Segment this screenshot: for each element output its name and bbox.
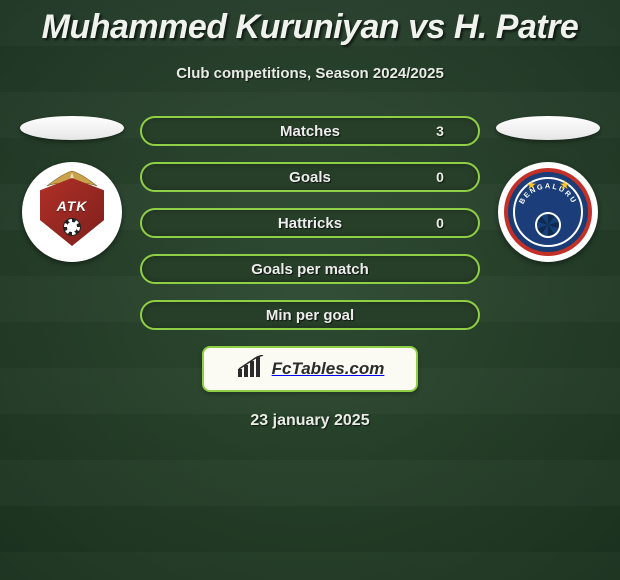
stat-row: Matches 3 [140, 116, 480, 146]
page-title: Muhammed Kuruniyan vs H. Patre [0, 0, 620, 47]
stat-right-value: 0 [416, 215, 464, 231]
brand-chart-icon [236, 355, 266, 384]
stat-label: Hattricks [204, 215, 416, 232]
player-left-column [12, 116, 132, 262]
player-right-photo [496, 116, 600, 140]
club-badge-right: ★★ BENGALURU [498, 162, 598, 262]
club-crest-bengaluru-icon: ★★ BENGALURU [504, 168, 592, 256]
player-left-photo [20, 116, 124, 140]
stat-row: Goals 0 [140, 162, 480, 192]
stat-row: Min per goal [140, 300, 480, 330]
stat-label: Matches [204, 123, 416, 140]
stat-label: Goals per match [204, 261, 416, 278]
brand-link[interactable]: FcTables.com [202, 346, 418, 392]
stat-row: Hattricks 0 [140, 208, 480, 238]
stat-label: Goals [204, 169, 416, 186]
club-crest-atk-icon [40, 178, 104, 246]
stat-right-value: 3 [416, 123, 464, 139]
stats-list: Matches 3 Goals 0 Hattricks 0 Goals per … [140, 116, 480, 330]
svg-text:BENGALURU: BENGALURU [517, 181, 579, 205]
page-subtitle: Club competitions, Season 2024/2025 [0, 65, 620, 82]
brand-text: FcTables.com [272, 359, 385, 379]
player-right-column: ★★ BENGALURU [488, 116, 608, 262]
date-label: 23 january 2025 [0, 412, 620, 430]
stat-label: Min per goal [204, 307, 416, 324]
crest-ball-icon [535, 212, 561, 238]
stat-row: Goals per match [140, 254, 480, 284]
comparison-panel: Matches 3 Goals 0 Hattricks 0 Goals per … [0, 116, 620, 330]
club-badge-left [22, 162, 122, 262]
stat-right-value: 0 [416, 169, 464, 185]
